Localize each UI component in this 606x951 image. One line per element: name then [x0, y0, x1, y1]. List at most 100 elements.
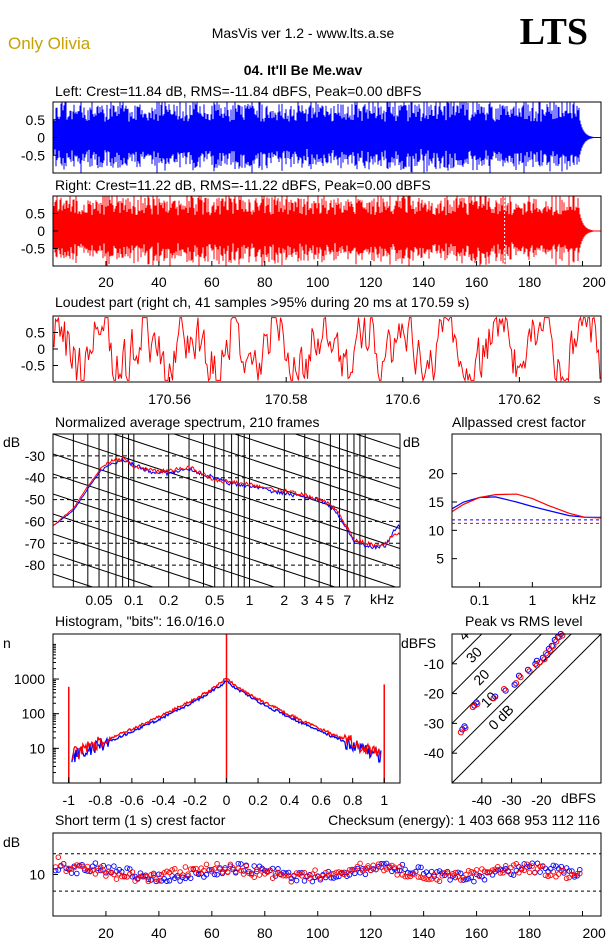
stc-point-left: [153, 878, 159, 885]
stc-point-left: [307, 872, 313, 878]
stc-point-right: [238, 867, 244, 874]
stc-point-right: [532, 869, 538, 876]
crest-ytick: 20: [428, 466, 444, 482]
pvr-ytick: -20: [424, 686, 444, 702]
histogram-xtick: 0.4: [280, 792, 300, 808]
stc-point-left: [55, 867, 62, 873]
stc-point-right: [195, 870, 202, 876]
stc-point-right: [391, 864, 398, 870]
histogram-plot: 1000 100 10 -1 -0.8 -0.6 -0.4 -0.2 0 0.2 0.4 0.6 0.8…: [14, 633, 388, 808]
stc-point-right: [370, 862, 377, 869]
left-waveform-ytick: 0.5: [26, 112, 46, 128]
stc-point-right: [179, 872, 186, 878]
stc-xtick: 100: [306, 925, 330, 941]
waveform-xtick: 40: [151, 274, 167, 290]
stc-xtick: 40: [151, 925, 167, 941]
stc-point-right: [328, 871, 334, 877]
stc-point-right: [129, 869, 136, 875]
stc-point-right: [423, 876, 430, 882]
pvr-point-left: [524, 666, 532, 673]
stc-point-right: [76, 862, 83, 869]
spectrum-xtick: 4: [315, 592, 323, 608]
stc-point-right: [267, 867, 273, 874]
histogram-xtick: 0.2: [248, 792, 268, 808]
stc-point-right: [561, 868, 567, 874]
stc-point-left: [452, 874, 459, 881]
spectrum-xtick: 1: [246, 592, 254, 608]
crest-ylabel: dB: [403, 434, 420, 450]
stc-point-left: [214, 871, 220, 878]
right-waveform-signal: [53, 196, 594, 266]
loudest-part-ytick: 0: [37, 341, 45, 357]
spectrum-ylabel: dB: [3, 434, 20, 450]
stc-point-left: [79, 861, 85, 868]
pvr-ylabel: dBFS: [401, 635, 436, 651]
stc-point-right: [169, 867, 175, 873]
stc-point-right: [574, 871, 580, 877]
stc-point-right: [521, 867, 527, 874]
pvr-point-right: [513, 680, 520, 687]
stc-point-left: [177, 878, 183, 884]
stc-point-right: [402, 873, 408, 880]
stc-point-right: [277, 871, 284, 878]
right-waveform-ytick: 0: [37, 223, 45, 239]
stc-point-right: [55, 854, 62, 860]
stc-point-right: [513, 861, 520, 867]
stc-xtick: 120: [359, 925, 383, 941]
stc-point-right: [174, 874, 181, 881]
stc-point-left: [449, 873, 456, 879]
histogram-ytick: 1000: [14, 671, 45, 687]
stc-point-left: [468, 874, 475, 881]
stc-point-left: [553, 863, 559, 869]
stc-point-right: [333, 869, 340, 876]
spectrum-slope-line: [53, 434, 400, 549]
stc-point-left: [317, 877, 324, 883]
spectrum-slope-line: [53, 473, 398, 587]
spectrum-slope-line: [53, 254, 400, 369]
stc-point-left: [434, 869, 440, 875]
stc-point-right: [510, 862, 517, 868]
stc-point-right: [428, 876, 435, 882]
spectrum-ytick: -80: [25, 557, 45, 573]
stc-point-right: [312, 867, 318, 873]
stc-point-left: [254, 868, 260, 875]
stc-point-right: [203, 861, 210, 868]
pvr-crest-label: 20: [470, 666, 492, 688]
stc-point-right: [404, 873, 411, 880]
stc-point-right: [66, 865, 72, 872]
pvr-point-right: [457, 729, 464, 736]
pvr-ytick: -40: [424, 745, 444, 761]
stc-point-right: [495, 863, 501, 870]
stc-point-right: [571, 872, 578, 878]
stc-point-right: [92, 871, 99, 877]
histogram-ylabel: n: [3, 635, 11, 651]
stc-point-left: [238, 861, 244, 867]
histogram-xtick: -0.2: [183, 792, 207, 808]
right-waveform-ytick: -0.5: [21, 241, 45, 257]
stc-point-left: [457, 870, 464, 877]
stc-point-left: [529, 860, 535, 866]
spectrum-grid: [53, 254, 400, 587]
pvr-point-right: [541, 656, 548, 663]
stc-point-right: [545, 873, 551, 880]
stc-point-right: [468, 868, 475, 875]
histogram-frame: [52, 633, 401, 784]
stc-point-left: [563, 865, 570, 871]
stc-point-left: [68, 870, 75, 876]
stc-point-right: [150, 872, 157, 878]
spectrum-slope-line: [172, 434, 400, 509]
stc-point-right: [566, 874, 572, 881]
allpassed-crest-plot: 20 15 10 5 0.1 1: [428, 466, 602, 608]
stc-point-right: [412, 868, 419, 875]
spectrum-xtick: 3: [301, 592, 309, 608]
stc-point-left: [524, 864, 530, 870]
stc-frame: [52, 832, 602, 917]
pvr-crest-line: [452, 634, 513, 695]
stc-point-right: [264, 869, 271, 875]
stc-point-right: [68, 866, 75, 872]
stc-point-right: [569, 871, 575, 878]
pvr-crest-label: 40: [455, 621, 477, 643]
stc-point-right: [288, 879, 295, 885]
histogram-xtick: 0.8: [343, 792, 363, 808]
spectrum-frame: [52, 433, 401, 588]
